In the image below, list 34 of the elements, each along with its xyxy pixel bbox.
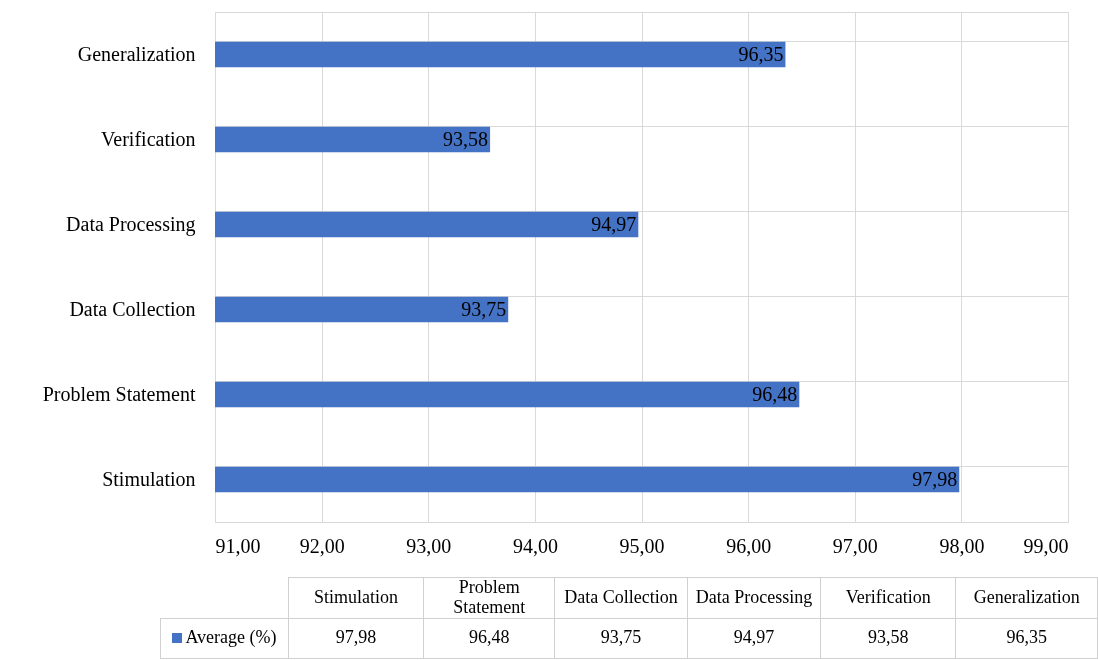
text: 93,58: [867, 627, 909, 648]
category-label: Verification: [845, 586, 931, 607]
category-label: Stimulation: [313, 586, 398, 607]
data-label: 97,98: [912, 467, 958, 490]
data-label: 94,97: [591, 212, 637, 235]
data-label: 96,48: [752, 382, 798, 405]
x-tick-label: 96,00: [726, 534, 772, 557]
data-label: 93,58: [443, 127, 489, 150]
category-label: Problem Statement: [453, 577, 526, 617]
x-tick-label: 99,00: [1023, 534, 1069, 557]
x-tick-label: 91,00: [215, 534, 261, 557]
y-tick-label: Problem Statement: [42, 382, 196, 405]
text: 96,48: [468, 627, 510, 648]
x-tick-label: 95,00: [619, 534, 665, 557]
text: 96,35: [1006, 627, 1047, 648]
x-tick-label: 94,00: [512, 534, 558, 557]
y-tick-label: Generalization: [77, 42, 196, 65]
x-tick-label: 92,00: [299, 534, 345, 557]
text: 94,97: [733, 627, 775, 648]
text: 93,75: [600, 627, 642, 648]
category-label: Data Collection: [564, 586, 678, 607]
y-tick-label: Data Processing: [66, 212, 196, 236]
data-label: 96,35: [738, 42, 784, 65]
category-label: Generalization: [973, 586, 1080, 607]
category-label: Data Processing: [695, 586, 813, 607]
x-tick-label: 93,00: [406, 534, 452, 557]
x-tick-label: 97,00: [832, 534, 878, 557]
x-tick-label: 98,00: [939, 534, 985, 557]
text: 97,98: [335, 627, 377, 648]
y-tick-label: Data Collection: [69, 297, 196, 320]
data-label: 93,75: [461, 297, 507, 320]
y-tick-label: Stimulation: [102, 467, 196, 490]
y-tick-label: Verification: [101, 127, 196, 150]
legend-label: Average (%): [160, 618, 289, 659]
